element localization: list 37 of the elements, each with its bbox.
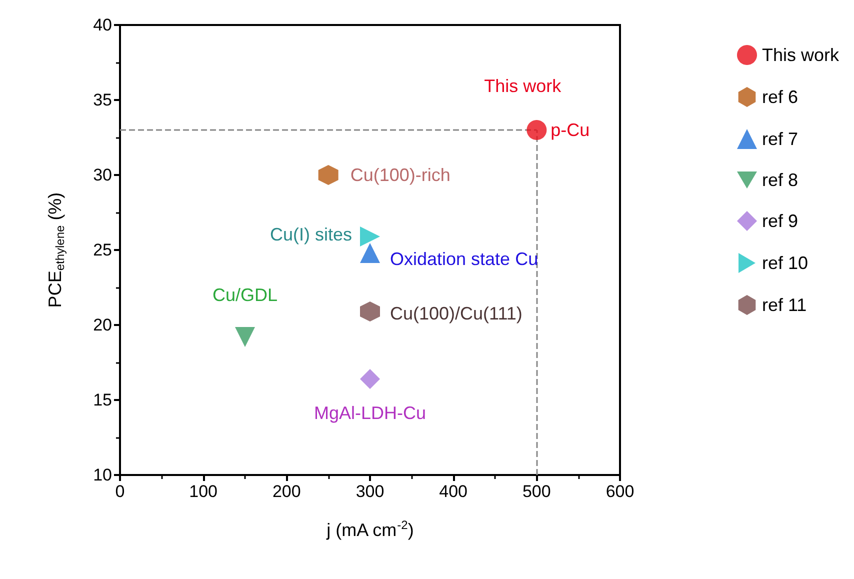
- legend-label: ref 6: [762, 87, 798, 107]
- legend-label: This work: [762, 45, 840, 65]
- point: [360, 369, 380, 389]
- x-tick-label: 600: [606, 482, 634, 501]
- annotation: MgAl-LDH-Cu: [314, 403, 426, 423]
- legend-label: ref 9: [762, 211, 798, 231]
- y-axis-title: PCEethylene (%): [45, 192, 67, 308]
- y-tick-label: 10: [93, 466, 112, 484]
- point: [360, 302, 380, 322]
- y-tick-label: 25: [93, 240, 112, 260]
- annotation: Cu(I) sites: [270, 224, 352, 244]
- annotation: This work: [484, 76, 562, 96]
- point: [360, 226, 380, 246]
- annotation: p-Cu: [550, 120, 590, 140]
- x-tick-label: 300: [356, 482, 384, 501]
- x-tick-label: 100: [189, 482, 218, 501]
- annotation: Cu/GDL: [212, 285, 278, 305]
- y-tick-label: 20: [93, 316, 112, 334]
- y-tick-label: 35: [93, 90, 112, 110]
- legend-label: ref 10: [762, 253, 808, 273]
- x-tick-label: 400: [439, 482, 468, 501]
- point: [526, 120, 547, 140]
- legend-label: ref 11: [762, 295, 807, 315]
- annotation: Oxidation state Cu: [390, 249, 538, 269]
- point: [235, 327, 255, 347]
- x-tick-label: 200: [272, 482, 301, 501]
- legend-label: ref 7: [762, 129, 798, 149]
- point: [318, 165, 338, 185]
- y-tick-label: 15: [93, 390, 112, 410]
- legend-label: ref 8: [762, 170, 798, 190]
- point: [360, 243, 380, 263]
- y-tick-label: 30: [93, 166, 112, 184]
- x-tick-label: 500: [522, 482, 551, 501]
- annotation: Cu(100)-rich: [350, 165, 450, 185]
- annotation: Cu(100)/Cu(111): [390, 304, 522, 324]
- x-tick-label: 0: [115, 482, 125, 501]
- y-tick-label: 40: [93, 16, 112, 34]
